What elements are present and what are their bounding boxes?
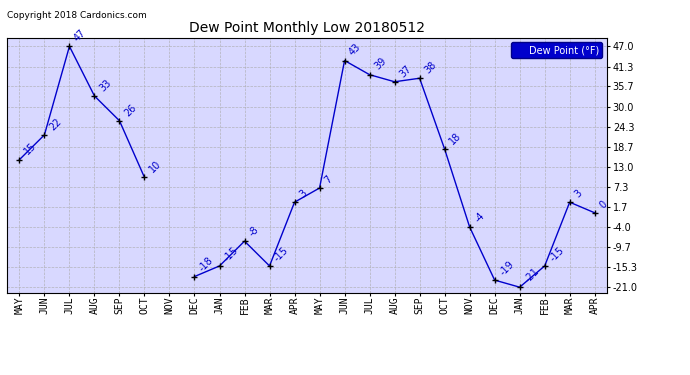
Text: Copyright 2018 Cardonics.com: Copyright 2018 Cardonics.com	[7, 11, 147, 20]
Text: -15: -15	[222, 245, 241, 263]
Text: 39: 39	[373, 56, 388, 72]
Legend: Dew Point (°F): Dew Point (°F)	[511, 42, 602, 58]
Text: -18: -18	[197, 256, 215, 274]
Text: 18: 18	[447, 130, 463, 146]
Text: 26: 26	[122, 102, 138, 118]
Text: -15: -15	[273, 245, 290, 263]
Text: 3: 3	[297, 188, 308, 200]
Text: -21: -21	[522, 266, 541, 284]
Text: -4: -4	[473, 210, 486, 224]
Text: 7: 7	[322, 174, 334, 185]
Text: 47: 47	[72, 28, 88, 44]
Title: Dew Point Monthly Low 20180512: Dew Point Monthly Low 20180512	[189, 21, 425, 35]
Text: 37: 37	[397, 63, 413, 79]
Text: 22: 22	[47, 116, 63, 132]
Text: 3: 3	[573, 188, 584, 200]
Text: 15: 15	[22, 141, 38, 157]
Text: -8: -8	[247, 225, 262, 238]
Text: -15: -15	[547, 245, 566, 263]
Text: 0: 0	[598, 199, 609, 210]
Text: 33: 33	[97, 77, 113, 93]
Text: 43: 43	[347, 42, 363, 58]
Text: 38: 38	[422, 60, 438, 75]
Text: -19: -19	[497, 259, 515, 278]
Text: 10: 10	[147, 159, 163, 175]
